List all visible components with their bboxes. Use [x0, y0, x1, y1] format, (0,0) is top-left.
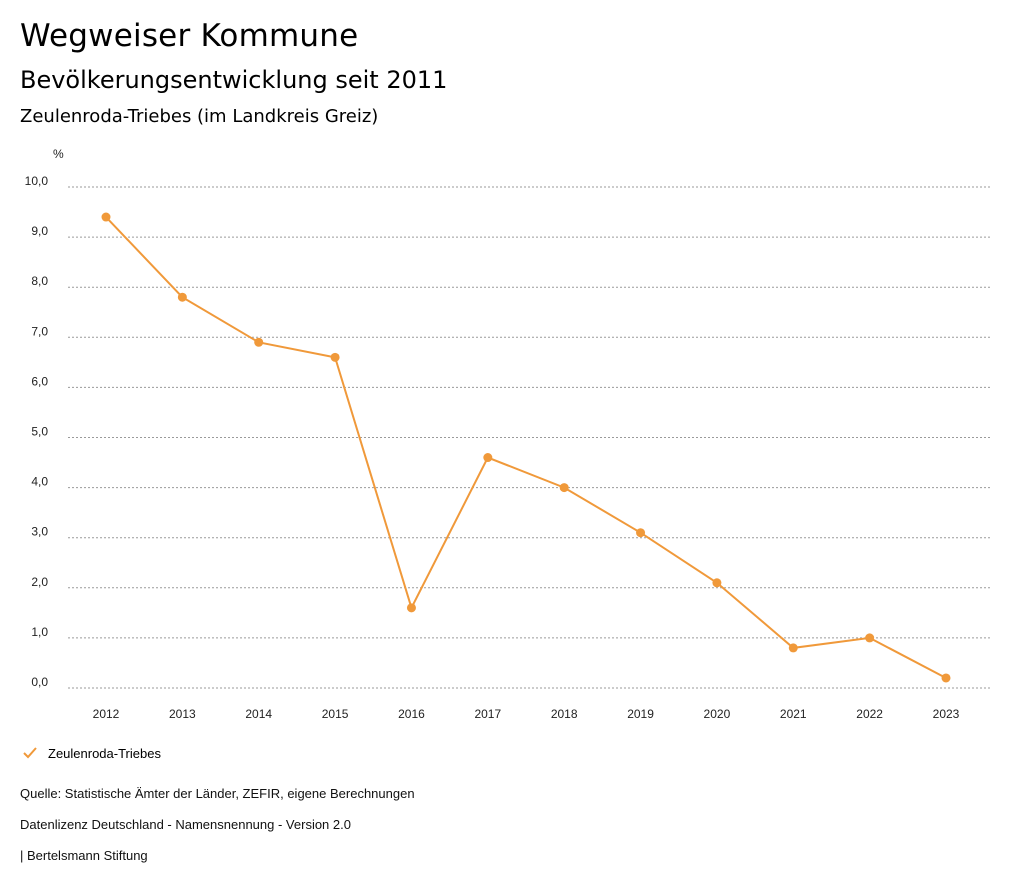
legend-label: Zeulenroda-Triebes: [48, 745, 161, 761]
data-point[interactable]: [941, 673, 951, 683]
data-point[interactable]: [788, 643, 798, 653]
y-tick-label: 2,0: [31, 575, 48, 589]
data-point[interactable]: [559, 483, 569, 493]
publisher-note: | Bertelsmann Stiftung: [20, 848, 148, 863]
legend[interactable]: Zeulenroda-Triebes: [22, 745, 161, 761]
page-title: Wegweiser Kommune: [20, 18, 359, 54]
checkmark-icon: [23, 747, 37, 759]
y-tick-label: 0,0: [31, 675, 48, 689]
line-chart: % 0,0 1,0 2,0 3,0 4,0 5,0 6,0 7,0 8,0 9,0 10,0 201…: [25, 147, 990, 721]
source-note: Quelle: Statistische Ämter der Länder, Z…: [20, 786, 415, 801]
y-tick-label: 4,0: [31, 475, 48, 489]
y-axis-unit: %: [53, 147, 64, 161]
x-tick-label: 2013: [169, 707, 196, 721]
y-tick-label: 8,0: [31, 274, 48, 288]
data-point[interactable]: [865, 633, 875, 643]
x-tick-label: 2023: [933, 707, 960, 721]
data-point[interactable]: [636, 528, 646, 538]
y-tick-label: 5,0: [31, 425, 48, 439]
x-tick-label: 2022: [856, 707, 883, 721]
data-point[interactable]: [406, 603, 416, 613]
x-tick-label: 2012: [93, 707, 120, 721]
data-point[interactable]: [177, 292, 187, 302]
x-tick-label: 2019: [627, 707, 654, 721]
series-line: [105, 216, 947, 679]
y-tick-label: 9,0: [31, 224, 48, 238]
gridlines: [68, 186, 990, 689]
y-tick-label: 3,0: [31, 525, 48, 539]
license-note: Datenlizenz Deutschland - Namensnennung …: [20, 817, 351, 832]
y-axis-ticks: 0,0 1,0 2,0 3,0 4,0 5,0 6,0 7,0 8,0 9,0 10,0: [25, 174, 49, 689]
data-point[interactable]: [712, 578, 722, 588]
y-tick-label: 6,0: [31, 374, 48, 388]
y-tick-label: 1,0: [31, 625, 48, 639]
x-tick-label: 2015: [322, 707, 349, 721]
region-label: Zeulenroda-Triebes (im Landkreis Greiz): [20, 106, 379, 127]
x-tick-label: 2018: [551, 707, 578, 721]
x-tick-label: 2017: [474, 707, 501, 721]
y-tick-label: 7,0: [31, 324, 48, 338]
x-tick-label: 2014: [245, 707, 272, 721]
data-point[interactable]: [254, 337, 264, 347]
x-tick-label: 2016: [398, 707, 425, 721]
x-tick-label: 2021: [780, 707, 807, 721]
series-zeulenroda-triebes: [101, 212, 951, 683]
data-point[interactable]: [483, 453, 493, 463]
x-tick-label: 2020: [704, 707, 731, 721]
chart-subtitle: Bevölkerungsentwicklung seit 2011: [20, 66, 448, 94]
data-point[interactable]: [330, 352, 340, 362]
data-point[interactable]: [101, 212, 111, 222]
y-tick-label: 10,0: [25, 174, 49, 188]
x-axis-ticks: 2012 2013 2014 2015 2016 2017 2018 2019 2020 2021…: [93, 707, 960, 721]
